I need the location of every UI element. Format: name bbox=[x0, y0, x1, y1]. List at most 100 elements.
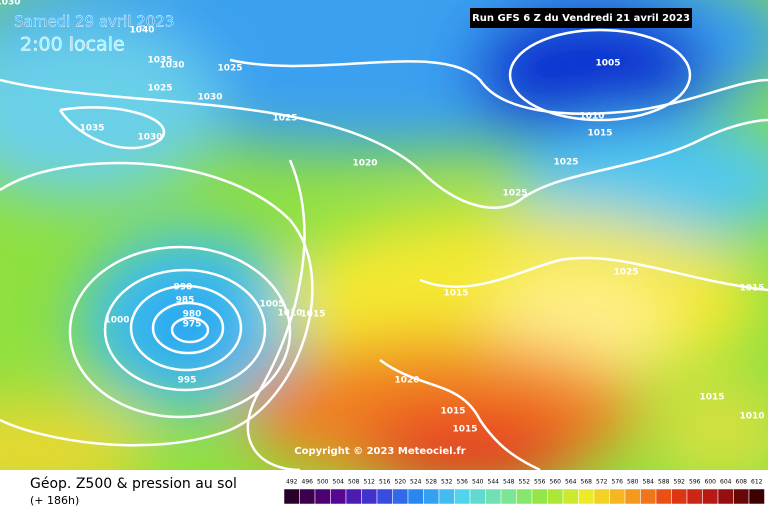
isobar-label: 985 bbox=[176, 296, 195, 306]
isobar-label: 1025 bbox=[502, 189, 527, 199]
colorbar-swatch bbox=[469, 488, 486, 505]
isobar-label: 1015 bbox=[587, 129, 612, 139]
colorbar-label: 572 bbox=[596, 479, 608, 486]
isobars bbox=[0, 28, 768, 472]
colorbar-swatch bbox=[748, 488, 765, 505]
colorbar-label: 588 bbox=[658, 479, 670, 486]
colorbar-label: 528 bbox=[426, 479, 438, 486]
legend-title: Géop. Z500 & pression au sol bbox=[30, 476, 237, 492]
colorbar-swatch bbox=[345, 488, 362, 505]
isobar-label: 1030 bbox=[0, 0, 21, 8]
colorbar-label: 596 bbox=[689, 479, 701, 486]
isobar-label: 1020 bbox=[352, 159, 377, 169]
colorbar-swatch bbox=[547, 488, 564, 505]
colorbar-swatch bbox=[361, 488, 378, 505]
isobar-label: 975 bbox=[183, 320, 202, 330]
isobar-label: 1015 bbox=[452, 425, 477, 435]
colorbar-swatch bbox=[454, 488, 471, 505]
isobar-label: 1025 bbox=[217, 64, 242, 74]
run-info: Run GFS 6 Z du Vendredi 21 avril 2023 bbox=[472, 13, 690, 24]
colorbar-swatch bbox=[438, 488, 455, 505]
colorbar-swatch bbox=[500, 488, 517, 505]
colorbar-label: 492 bbox=[286, 479, 298, 486]
lead-time: (+ 186h) bbox=[30, 494, 79, 507]
isobar-label: 995 bbox=[178, 376, 197, 386]
isobar-label: 1015 bbox=[739, 284, 764, 294]
isobar-label: 1025 bbox=[272, 114, 297, 124]
colorbar-label: 532 bbox=[441, 479, 453, 486]
colorbar-label: 552 bbox=[519, 479, 531, 486]
colorbar-swatch bbox=[578, 488, 595, 505]
isobar-label: 1020 bbox=[394, 376, 419, 386]
colorbar-swatch bbox=[733, 488, 750, 505]
copyright: Copyright © 2023 Meteociel.fr bbox=[294, 446, 465, 457]
geopotential-field bbox=[0, 0, 768, 470]
isobar-label: 990 bbox=[174, 283, 193, 293]
colorbar-label: 604 bbox=[720, 479, 732, 486]
colorbar-swatch bbox=[640, 488, 657, 505]
colorbar-label: 516 bbox=[379, 479, 391, 486]
colorbar-label: 576 bbox=[612, 479, 624, 486]
colorbar-label: 536 bbox=[457, 479, 469, 486]
colorbar-swatch bbox=[407, 488, 424, 505]
colorbar-label: 568 bbox=[581, 479, 593, 486]
isobar-label: 1005 bbox=[595, 59, 620, 69]
colorbar-swatch bbox=[299, 488, 316, 505]
colorbar-label: 584 bbox=[643, 479, 655, 486]
colorbar-label: 540 bbox=[472, 479, 484, 486]
colorbar-swatch bbox=[283, 488, 300, 505]
forecast-time: 2:00 locale bbox=[20, 34, 125, 56]
colorbar-swatch bbox=[655, 488, 672, 505]
colorbar-label: 548 bbox=[503, 479, 515, 486]
isobar-label: 1030 bbox=[197, 93, 222, 103]
colorbar-swatch bbox=[686, 488, 703, 505]
colorbar-swatch bbox=[330, 488, 347, 505]
isobar-label: 1025 bbox=[613, 268, 638, 278]
colorbar-label: 504 bbox=[333, 479, 345, 486]
isobar-label: 1030 bbox=[159, 61, 184, 71]
colorbar-swatch bbox=[624, 488, 641, 505]
isobar-label: 1015 bbox=[300, 310, 325, 320]
colorbar-swatch bbox=[609, 488, 626, 505]
forecast-date: Samedi 29 avril 2023 bbox=[14, 13, 174, 31]
colorbar-swatch bbox=[376, 488, 393, 505]
isobar-label: 1005 bbox=[259, 300, 284, 310]
colorbar-swatch bbox=[516, 488, 533, 505]
colorbar-label: 556 bbox=[534, 479, 546, 486]
isobar-label: 1035 bbox=[79, 124, 104, 134]
colorbar-label: 496 bbox=[302, 479, 314, 486]
colorbar-swatch bbox=[593, 488, 610, 505]
isobar-label: 1010 bbox=[579, 112, 604, 122]
colorbar-label: 500 bbox=[317, 479, 329, 486]
isobar-label: 1015 bbox=[699, 393, 724, 403]
isobar-label: 1025 bbox=[147, 84, 172, 94]
isobar-label: 1010 bbox=[739, 412, 764, 422]
colorbar-swatch bbox=[485, 488, 502, 505]
isobar-label: 1025 bbox=[553, 158, 578, 168]
colorbar-label: 512 bbox=[364, 479, 376, 486]
colorbar-label: 524 bbox=[410, 479, 422, 486]
colorbar-swatch bbox=[671, 488, 688, 505]
colorbar-swatch bbox=[702, 488, 719, 505]
colorbar-label: 508 bbox=[348, 479, 360, 486]
isobar-label: 1015 bbox=[440, 407, 465, 417]
colorbar-swatch bbox=[717, 488, 734, 505]
colorbar-swatch bbox=[562, 488, 579, 505]
isobar-label: 1000 bbox=[104, 316, 129, 326]
colorbar-swatch bbox=[314, 488, 331, 505]
colorbar-label: 560 bbox=[550, 479, 562, 486]
colorbar-label: 600 bbox=[705, 479, 717, 486]
colorbar-label: 520 bbox=[395, 479, 407, 486]
colorbar-label: 580 bbox=[627, 479, 639, 486]
isobar-label: 1035 bbox=[147, 56, 172, 66]
isobar-label: 1030 bbox=[137, 133, 162, 143]
isobar-label: 1010 bbox=[277, 309, 302, 319]
colorbar-swatch bbox=[392, 488, 409, 505]
isobar-label: 1015 bbox=[443, 289, 468, 299]
colorbar-swatch bbox=[531, 488, 548, 505]
run-box bbox=[470, 8, 692, 28]
colorbar-swatch bbox=[423, 488, 440, 505]
colorbar-label: 612 bbox=[751, 479, 763, 486]
colorbar-label: 608 bbox=[736, 479, 748, 486]
